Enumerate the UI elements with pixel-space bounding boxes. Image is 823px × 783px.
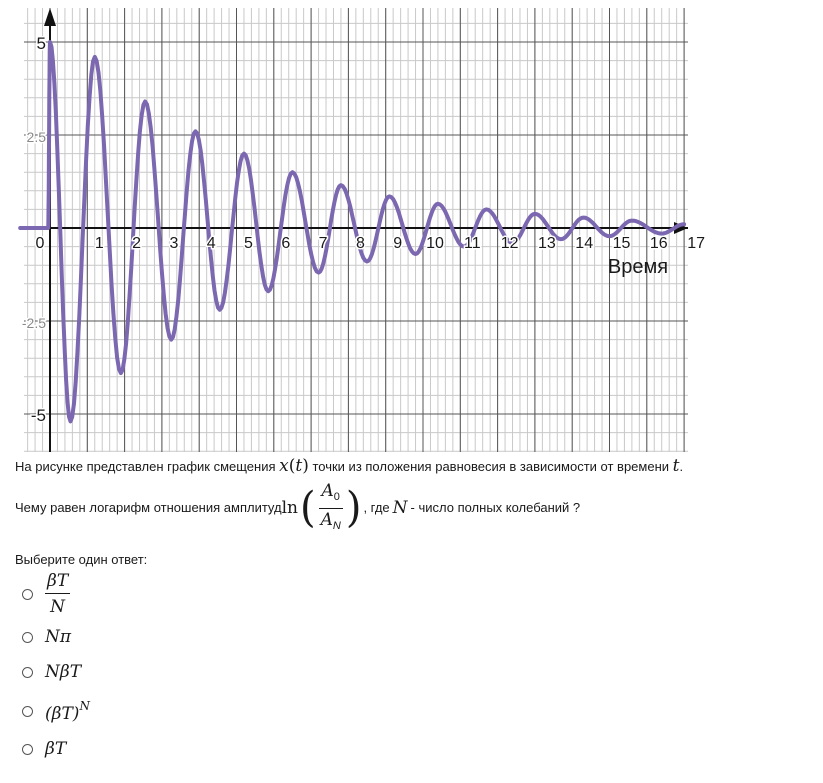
y-axis-arrow (44, 8, 56, 26)
answer-option-1[interactable]: βT N (22, 570, 71, 618)
displacement-curve (18, 40, 687, 424)
x-tick-label: 8 (356, 235, 365, 252)
x-tick-label: 4 (207, 235, 216, 252)
answer-prompt: Выберите один ответ: (15, 552, 148, 567)
math-ln: ln (281, 498, 298, 518)
option-1-fraction: βT N (45, 571, 71, 617)
radio-button[interactable] (22, 743, 33, 755)
option-4-label: (βT)N (45, 699, 90, 724)
question-text-d: , где (363, 500, 390, 515)
y-tick-label: -2.5 (22, 315, 46, 331)
question-text-a: На рисунке представлен график смещения (15, 459, 280, 474)
x-tick-label: 10 (426, 235, 444, 252)
answer-option-5[interactable]: βT (22, 739, 66, 759)
option-3-label: NβT (45, 662, 82, 682)
x-tick-label: 9 (393, 235, 402, 252)
question-line-2: Чему равен логарифм отношения амплитуд l… (15, 481, 581, 536)
x-tick-label: 5 (244, 235, 253, 252)
answer-option-3[interactable]: NβT (22, 662, 81, 682)
radio-button[interactable] (22, 666, 33, 678)
x-tick-label: 6 (281, 235, 290, 252)
x-tick-label: 17 (687, 235, 705, 252)
y-tick-label: 5 (37, 34, 46, 53)
math-N: N (392, 498, 408, 518)
displacement-series-line (18, 40, 687, 424)
radio-button[interactable] (22, 706, 33, 717)
option-5-label: βT (45, 739, 67, 759)
math-t: t (295, 456, 303, 476)
question-text-e: - число полных колебаний ? (410, 500, 581, 515)
x-tick-label: 15 (613, 235, 631, 252)
x-tick-label: 13 (538, 235, 556, 252)
amplitude-ratio-fraction: A0 AN (318, 481, 344, 536)
x-tick-label: 7 (319, 235, 328, 252)
radio-button[interactable] (22, 588, 33, 600)
y-tick-label: 2.5 (27, 129, 47, 145)
x-axis-label: Время (608, 256, 668, 278)
x-tick-label: 16 (650, 235, 668, 252)
math-t-end: t (672, 456, 680, 476)
answer-option-4[interactable]: (βT)N (22, 699, 90, 724)
answer-option-2[interactable]: Nπ (22, 627, 71, 647)
question-text-b: точки из положения равновесия в зависимо… (308, 459, 673, 474)
question-text-c: Чему равен логарифм отношения амплитуд (15, 500, 282, 515)
question-line-1: На рисунке представлен график смещения x… (15, 456, 684, 476)
x-tick-label: 1 (95, 235, 104, 252)
x-tick-label: 0 (36, 235, 45, 252)
x-tick-label: 2 (132, 235, 141, 252)
y-tick-label: -5 (31, 406, 46, 425)
x-tick-label: 11 (464, 235, 481, 252)
option-2-label: Nπ (45, 627, 72, 647)
radio-button[interactable] (22, 631, 33, 643)
x-tick-label: 3 (169, 235, 178, 252)
math-x: x (279, 456, 289, 476)
x-tick-label: 14 (575, 235, 593, 252)
x-tick-label: 12 (501, 235, 519, 252)
